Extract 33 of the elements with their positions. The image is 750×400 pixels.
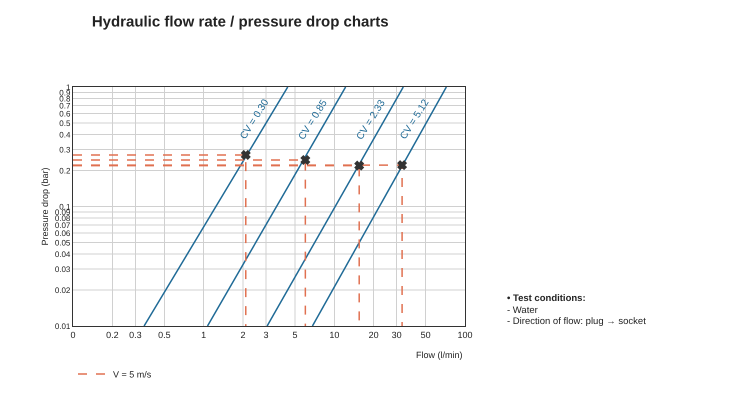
x-tick-label: 5 xyxy=(292,330,298,340)
legend-label: V = 5 m/s xyxy=(113,369,152,380)
text: - Water xyxy=(507,305,538,316)
y-tick-label: 0.5 xyxy=(59,118,71,128)
x-tick-label: 10 xyxy=(329,330,340,340)
y-tick-label: 0.4 xyxy=(59,130,71,140)
x-tick-label: 30 xyxy=(392,330,402,340)
x-tick-label: 0 xyxy=(70,330,76,340)
y-tick-label: 0.06 xyxy=(54,228,71,238)
x-tick-label: 0.3 xyxy=(129,330,142,340)
y-tick-label: 0.04 xyxy=(54,250,71,259)
text: - Direction of flow: plug → socket xyxy=(507,316,646,327)
x-tick-label: 100 xyxy=(457,330,473,340)
x-tick-label: 1 xyxy=(201,330,206,340)
chart-title: Hydraulic flow rate / pressure drop charts xyxy=(92,14,389,30)
y-tick-label: 0.05 xyxy=(54,238,71,248)
x-tick-label: 50 xyxy=(420,330,431,340)
x-tick-label: 0.5 xyxy=(158,330,171,340)
y-tick-label: 0.6 xyxy=(59,109,71,118)
y-tick-label: 0.7 xyxy=(59,101,71,110)
text: • Test conditions: xyxy=(507,293,586,304)
y-tick-label: 0.02 xyxy=(54,286,71,295)
x-tick-label: 2 xyxy=(240,330,246,340)
y-tick-label: 0.3 xyxy=(59,145,71,154)
y-tick-label: 0.2 xyxy=(59,166,71,176)
x-axis-title: Flow (l/min) xyxy=(416,350,462,360)
x-tick-label: 20 xyxy=(368,330,379,340)
y-tick-label: 0.07 xyxy=(54,220,71,230)
x-tick-label: 0.2 xyxy=(106,330,119,340)
y-axis-title: Pressure drop (bar) xyxy=(40,167,50,246)
x-tick-label: 3 xyxy=(264,330,269,340)
y-tick-label: 0.01 xyxy=(54,322,71,331)
y-tick-label: 0.03 xyxy=(54,264,71,274)
